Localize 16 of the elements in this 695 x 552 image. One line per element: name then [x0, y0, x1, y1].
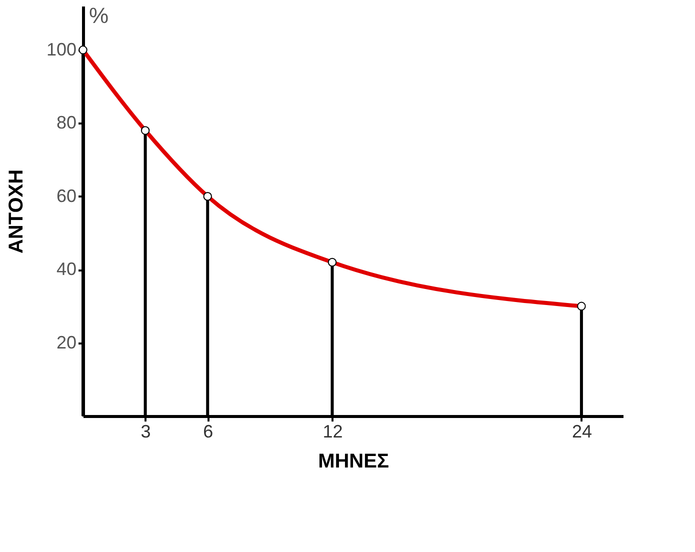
x-axis-title: ΜΗΝΕΣ	[318, 450, 389, 472]
x-tick-label: 3	[140, 422, 151, 442]
point	[577, 302, 586, 311]
y-tick-label: 60	[56, 186, 76, 206]
point	[328, 258, 337, 267]
y-tick-label: 40	[56, 259, 76, 280]
x-tick-label: 12	[322, 422, 343, 442]
point	[140, 126, 150, 135]
x-tick-label: 24	[572, 422, 592, 442]
annotation: %	[89, 3, 109, 28]
y-tick-label: 80	[56, 112, 76, 133]
x-tick-label: 6	[203, 422, 214, 442]
y-tick-label: 20	[56, 332, 76, 352]
y-axis-title: ΑΝΤΟΧΗ	[5, 169, 28, 254]
y-tick-label: 100	[46, 39, 76, 60]
point	[203, 192, 212, 201]
